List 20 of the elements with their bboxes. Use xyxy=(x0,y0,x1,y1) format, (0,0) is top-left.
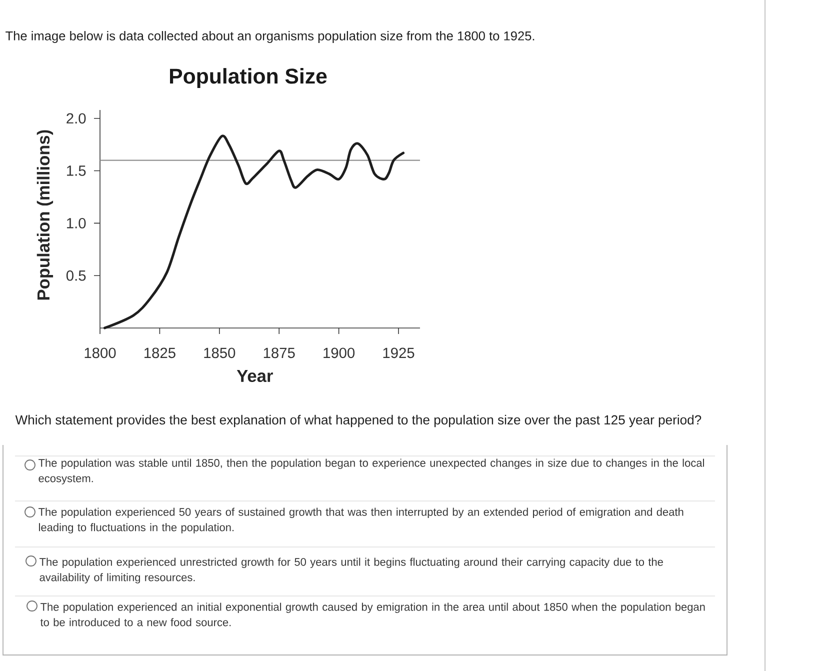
y-tick-label: 2.0 xyxy=(66,113,86,124)
x-tick-label: 1900 xyxy=(324,348,355,358)
x-tick-label: 1825 xyxy=(144,348,176,358)
text: The population experienced 50 years of sustained growth that was then interrupted by an extended period of emigration and death leading to fluctuations in the population. xyxy=(38,508,684,534)
x-tick-label: 1850 xyxy=(204,348,236,358)
text: Which statement provides the best explanation of what happened to the population size over the past 125 year period? xyxy=(15,414,702,428)
text: The population experienced an initial exponential growth caused by emigration in the area until about 1850 when the population began to be introduced to a new food source. xyxy=(40,602,705,626)
chart-title: Population Size xyxy=(170,68,327,88)
y-tick-label: 0.5 xyxy=(66,270,86,281)
x-axis-title: Year xyxy=(236,370,273,382)
y-tick-label: 1.5 xyxy=(67,166,86,176)
x-tick-label: 1800 xyxy=(84,348,116,358)
y-tick-label: 1.0 xyxy=(67,218,86,228)
text: The population was stable until 1850, then the population began to experience unexpected changes in size due to changes in the local ecosystem. xyxy=(38,458,704,484)
text: The image below is data collected about an organisms population size from the 1800 to 1925. xyxy=(6,31,534,43)
x-tick-label: 1875 xyxy=(264,348,295,358)
y-axis-title: Population (millions) xyxy=(36,130,54,300)
text: The population experienced unrestricted growth for 50 years until it begins fluctuating around their carrying capacity due to the availability of limiting resources. xyxy=(40,558,663,584)
line-series xyxy=(104,134,405,330)
x-tick-label: 1925 xyxy=(383,348,414,358)
